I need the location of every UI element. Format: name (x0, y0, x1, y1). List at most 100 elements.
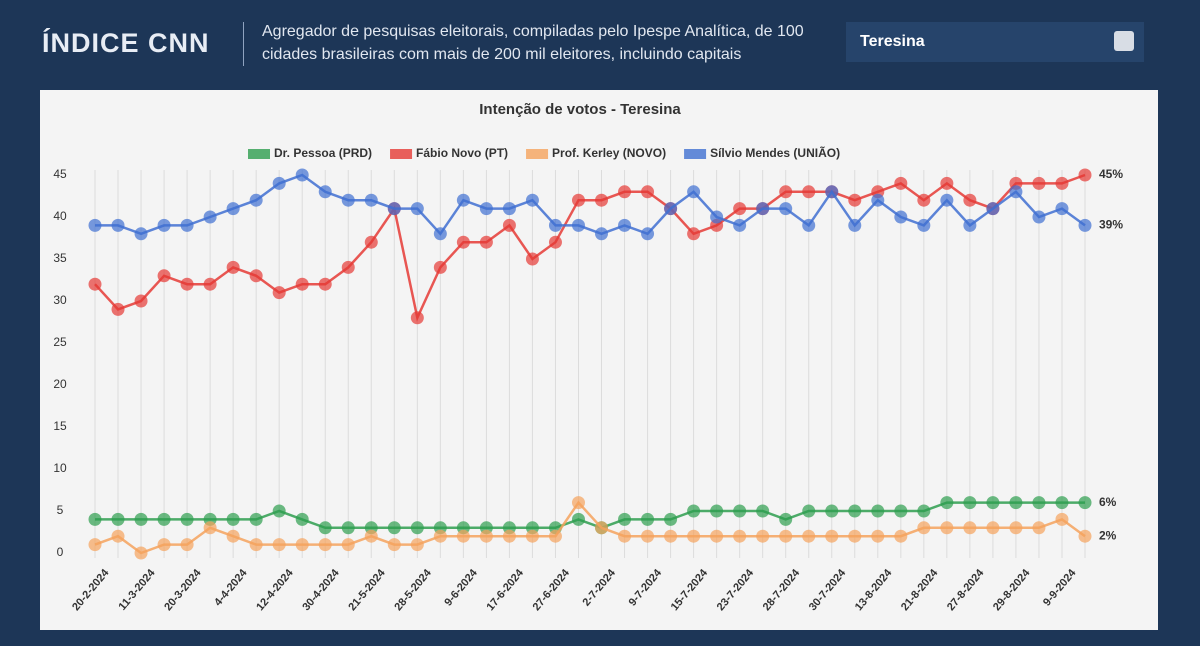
data-point (364, 235, 378, 249)
data-point (111, 302, 125, 316)
data-point (664, 529, 678, 543)
legend-label: Sílvio Mendes (UNIÃO) (710, 145, 840, 160)
data-point (272, 538, 286, 552)
data-point (410, 202, 424, 216)
data-point (111, 218, 125, 232)
data-point (1078, 218, 1092, 232)
y-tick-label: 40 (53, 209, 67, 223)
city-select-text: Teresina (860, 33, 925, 50)
data-point (756, 202, 770, 216)
data-point (664, 512, 678, 526)
data-point (894, 504, 908, 518)
data-point (88, 277, 102, 291)
data-point (986, 496, 1000, 510)
data-point (318, 521, 332, 535)
data-point (687, 529, 701, 543)
y-tick-label: 25 (53, 335, 67, 349)
legend-label: Fábio Novo (PT) (416, 146, 508, 160)
data-point (157, 269, 171, 283)
data-point (226, 512, 240, 526)
data-point (641, 529, 655, 543)
legend-label: Dr. Pessoa (PRD) (274, 146, 372, 160)
data-point (779, 512, 793, 526)
data-point (364, 193, 378, 207)
data-point (595, 193, 609, 207)
chart-title: Intenção de votos - Teresina (479, 101, 681, 118)
data-point (410, 521, 424, 535)
data-point (433, 227, 447, 241)
data-point (548, 235, 562, 249)
data-point (1078, 529, 1092, 543)
data-point (848, 504, 862, 518)
data-point (318, 277, 332, 291)
data-point (88, 538, 102, 552)
data-point (249, 512, 263, 526)
data-point (410, 311, 424, 325)
data-point (180, 538, 194, 552)
data-point (917, 193, 931, 207)
data-point (433, 260, 447, 274)
end-label: 2% (1099, 528, 1117, 542)
data-point (157, 538, 171, 552)
data-point (134, 546, 148, 560)
data-point (802, 504, 816, 518)
data-point (479, 235, 493, 249)
data-point (940, 496, 954, 510)
data-point (525, 529, 539, 543)
data-point (456, 193, 470, 207)
data-point (341, 521, 355, 535)
logo-right: CNN (148, 28, 210, 58)
data-point (134, 227, 148, 241)
city-select[interactable]: Teresina (846, 22, 1144, 62)
data-point (802, 185, 816, 199)
y-tick-label: 0 (57, 545, 64, 559)
legend-swatch (248, 149, 270, 159)
data-point (180, 277, 194, 291)
data-point (940, 193, 954, 207)
data-point (733, 504, 747, 518)
data-point (1032, 210, 1046, 224)
data-point (1078, 168, 1092, 182)
description: Agregador de pesquisas eleitorais, compi… (262, 23, 804, 63)
data-point (917, 218, 931, 232)
data-point (203, 521, 217, 535)
data-point (525, 252, 539, 266)
data-point (756, 529, 770, 543)
chart-background (40, 90, 1158, 630)
data-point (364, 529, 378, 543)
dropdown-arrow[interactable] (1114, 31, 1134, 51)
data-point (341, 538, 355, 552)
y-tick-label: 10 (53, 461, 67, 475)
data-point (387, 202, 401, 216)
y-tick-label: 45 (53, 167, 67, 181)
data-point (387, 521, 401, 535)
data-point (479, 202, 493, 216)
data-point (687, 185, 701, 199)
data-point (618, 512, 632, 526)
data-point (548, 529, 562, 543)
data-point (1055, 202, 1069, 216)
y-tick-label: 20 (53, 377, 67, 391)
data-point (618, 529, 632, 543)
data-point (180, 512, 194, 526)
data-point (1009, 185, 1023, 199)
data-point (825, 185, 839, 199)
data-point (986, 202, 1000, 216)
data-point (802, 529, 816, 543)
data-point (341, 193, 355, 207)
data-point (479, 529, 493, 543)
data-point (641, 227, 655, 241)
data-point (871, 504, 885, 518)
data-point (733, 529, 747, 543)
data-point (111, 512, 125, 526)
data-point (618, 218, 632, 232)
data-point (779, 202, 793, 216)
data-point (917, 521, 931, 535)
data-point (295, 512, 309, 526)
legend-swatch (684, 149, 707, 159)
data-point (940, 176, 954, 190)
data-point (571, 496, 585, 510)
logo-left: ÍNDICE (42, 28, 140, 58)
